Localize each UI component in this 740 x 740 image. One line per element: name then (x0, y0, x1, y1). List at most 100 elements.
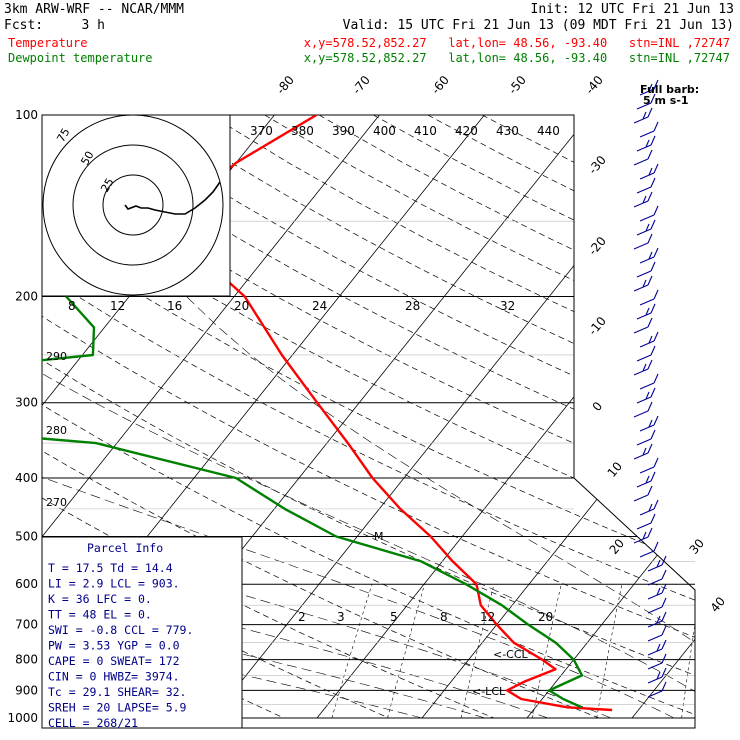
parcel-marker: <-LCL (472, 685, 506, 698)
isotherm-label: -80 (274, 73, 297, 97)
parcel-info-row: SREH = 20 LAPSE= 5.9 (48, 701, 187, 715)
speed-scale-label: 12 (110, 299, 125, 313)
parcel-info-row: LI = 2.9 LCL = 903. (48, 577, 180, 591)
wind-barb (633, 401, 653, 418)
dry-adiabat-label: 400 (373, 124, 396, 138)
isotherm-label: -50 (506, 73, 529, 97)
wind-barb (633, 191, 653, 208)
dewpoint-legend-info: x,y=578.52,852.27 lat,lon= 48.56, -93.40… (304, 51, 730, 65)
wind-barb (639, 415, 659, 432)
init-time: Init: 12 UTC Fri 21 Jun 13 (531, 2, 735, 17)
mixing-ratio-line (387, 584, 425, 719)
wind-barb (636, 345, 656, 362)
hodograph-ring-label: 25 (98, 176, 116, 195)
mixing-ratio-label: 5 (390, 610, 398, 624)
isotherm-line (316, 115, 695, 719)
pressure-label-200: 200 (15, 290, 38, 304)
wind-barb (636, 471, 656, 488)
isotherm-line (526, 115, 695, 719)
isotherm-label: -20 (586, 234, 609, 258)
parcel-info-title: Parcel Info (87, 541, 163, 555)
wind-barb (647, 597, 667, 614)
wind-barb (639, 163, 659, 180)
mixing-ratio-line (532, 584, 562, 719)
isotherm-label: 30 (687, 536, 708, 557)
parcel-info-box: Parcel Info T = 17.5 Td = 14.4 LI = 2.9 L… (41, 536, 243, 730)
pressure-label-500: 500 (15, 529, 38, 543)
dewpoint-legend-name: Dewpoint temperature (8, 51, 153, 65)
speed-scale-label: 24 (312, 299, 327, 313)
wind-barb (633, 107, 653, 124)
valid-time: Valid: 15 UTC Fri 21 Jun 13 (09 MDT Fri … (343, 18, 734, 33)
hodograph-ring (42, 114, 224, 296)
wind-barb (647, 611, 667, 628)
temperature-legend-info: x,y=578.52,852.27 lat,lon= 48.56, -93.40… (304, 36, 730, 50)
isotherm-label: 0 (590, 399, 606, 414)
barb-legend-units: 5 m s-1 (643, 94, 689, 107)
speed-scale-label: 8 (68, 299, 76, 313)
wind-barb (647, 625, 667, 642)
model-title: 3km ARW-WRF -- NCAR/MMM (4, 2, 184, 17)
barb-legend-title: Full barb: (640, 83, 699, 96)
parcel-info-row: SWI = -0.8 CCL = 779. (48, 623, 193, 637)
isotherm-label: 20 (607, 536, 628, 557)
hodograph-trace (124, 181, 221, 215)
theta-label: 290 (46, 350, 67, 363)
pressure-label-300: 300 (15, 396, 38, 410)
wind-barb (636, 135, 656, 152)
wind-barb (647, 653, 667, 670)
speed-scale-label: 32 (500, 299, 515, 313)
wind-barb (636, 261, 656, 278)
dry-adiabat (427, 115, 695, 719)
wind-barb (636, 303, 656, 320)
wind-barb (647, 681, 667, 698)
speed-scale-label: 28 (405, 299, 420, 313)
dry-adiabat-label: 440 (537, 124, 560, 138)
wind-barb (633, 527, 653, 544)
wind-barb (639, 331, 659, 348)
dry-adiabat-label: 390 (332, 124, 355, 138)
hodograph-ring (72, 144, 194, 266)
isotherm-label: -30 (586, 153, 609, 177)
mixing-ratio-line (596, 584, 623, 719)
isotherm-label: -70 (350, 73, 373, 97)
wind-barb (647, 569, 667, 586)
wind-barb (647, 639, 667, 656)
dry-adiabat-label: 370 (250, 124, 273, 138)
isotherm-line (42, 115, 424, 719)
parcel-info-row: K = 36 LFC = 0. (48, 592, 152, 606)
parcel-info-row: T = 17.5 Td = 14.4 (48, 561, 173, 575)
wind-barb (647, 583, 667, 600)
wind-barb (633, 485, 653, 502)
isotherm-label: -10 (586, 314, 609, 338)
isotherm-line (0, 60, 3, 718)
fcst-value: 3 h (82, 18, 105, 33)
isotherm-label: 40 (708, 594, 729, 615)
wind-barb (647, 667, 667, 684)
speed-scale-label: 20 (234, 299, 249, 313)
dry-adiabat-label: 410 (414, 124, 437, 138)
wind-barb (633, 149, 653, 166)
wind-barb (639, 541, 659, 558)
isotherm-line (421, 115, 695, 719)
wind-barb (636, 219, 656, 236)
wind-barb (633, 233, 653, 250)
dry-adiabat-label: 380 (291, 124, 314, 138)
wind-barb (633, 317, 653, 334)
wind-barb (633, 443, 653, 460)
wind-barb (639, 247, 659, 264)
speed-scale-label: 16 (167, 299, 182, 313)
wind-barb (639, 79, 659, 96)
pressure-label-100: 100 (15, 108, 38, 122)
dry-adiabat (264, 115, 695, 719)
pressure-label-1000: 1000 (7, 711, 38, 725)
wind-barb (647, 555, 667, 572)
hodograph-ring (102, 174, 164, 236)
parcel-marker: M (374, 530, 384, 543)
isotherm-label: -60 (429, 73, 452, 97)
fcst-label: Fcst: (4, 18, 43, 33)
parcel-marker: <-CCL (493, 648, 529, 661)
wind-barb (639, 457, 659, 474)
parcel-info-row: PW = 3.53 YGP = 0.0 (48, 639, 180, 653)
